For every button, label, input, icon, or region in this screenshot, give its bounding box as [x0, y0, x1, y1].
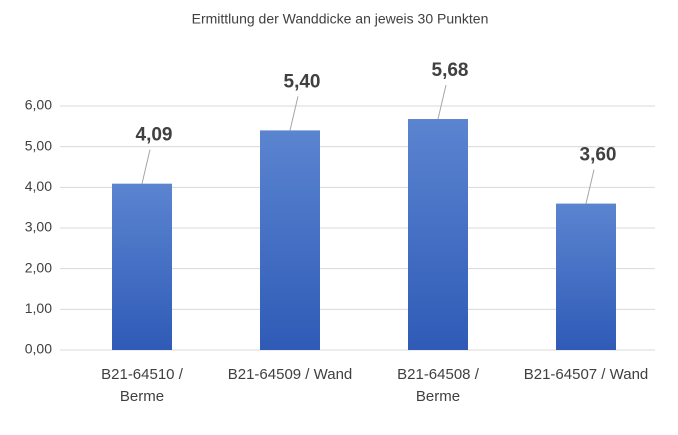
data-label: 5,40 — [284, 71, 321, 92]
x-tick-label: B21-64508 / — [397, 366, 480, 383]
leader-line — [289, 96, 299, 131]
x-tick-label: Berme — [120, 388, 164, 405]
y-tick-label: 2,00 — [25, 259, 52, 275]
x-tick-label: B21-64507 / Wand — [524, 366, 649, 383]
x-tick-label: Berme — [416, 388, 460, 405]
leader-line — [585, 169, 595, 204]
data-label: 5,68 — [432, 60, 469, 81]
y-tick-label: 3,00 — [25, 219, 52, 235]
chart-title: Ermittlung der Wanddicke an jeweis 30 Pu… — [192, 11, 489, 27]
bar — [408, 119, 468, 350]
bar — [556, 203, 616, 350]
y-tick-label: 5,00 — [25, 137, 52, 153]
data-label: 4,09 — [136, 125, 173, 146]
y-tick-label: 1,00 — [25, 300, 52, 316]
x-tick-label: B21-64510 / — [101, 366, 184, 383]
x-tick-label: B21-64509 / Wand — [228, 366, 353, 383]
bar — [112, 183, 172, 350]
y-tick-label: 4,00 — [25, 178, 52, 194]
data-label: 3,60 — [580, 145, 617, 166]
bar — [260, 130, 320, 350]
y-tick-label: 0,00 — [25, 341, 52, 357]
leader-line — [141, 149, 151, 184]
leader-line — [437, 84, 447, 120]
y-tick-label: 6,00 — [25, 97, 52, 113]
